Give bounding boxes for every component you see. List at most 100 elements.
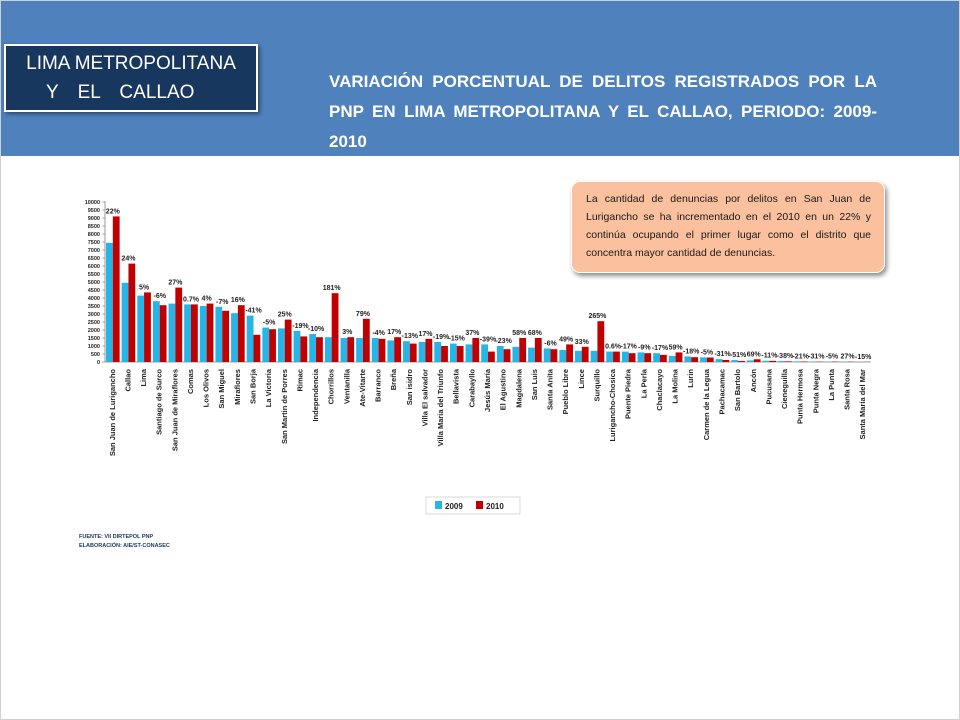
bar-2010 — [456, 346, 464, 362]
chart-legend: 2009 2010 — [425, 496, 521, 515]
bar-2010 — [488, 351, 495, 362]
category-label: Jesús María — [483, 368, 492, 412]
category-label: La Perla — [639, 368, 648, 398]
pct-change-label: 24% — [121, 256, 136, 263]
pct-change-label: -21% — [792, 353, 809, 360]
pct-change-label: 22% — [106, 208, 121, 215]
category-label: Callao — [123, 369, 132, 392]
bar-2009 — [387, 340, 395, 362]
category-label: Chorrillos — [327, 369, 336, 404]
category-label: San isidro — [405, 369, 414, 406]
y-tick-label: 7500 — [88, 240, 100, 246]
bar-2009 — [715, 359, 723, 362]
pct-change-label: 58% — [512, 330, 527, 337]
y-tick-label: 6000 — [88, 264, 100, 270]
pct-change-label: -15% — [449, 336, 466, 343]
bar-2010 — [550, 349, 558, 362]
pct-change-label: -5% — [826, 354, 839, 361]
bar-2010 — [190, 304, 198, 362]
bar-2010 — [675, 352, 683, 362]
source-fuente: FUENTE: VII DIRTEPOL PNP — [79, 534, 154, 540]
header-band: LIMA METROPOLITANA Y EL CALLAO VARIACIÓN… — [1, 1, 959, 156]
category-label: Miraflores — [233, 369, 242, 405]
bar-2009 — [668, 355, 676, 362]
bar-2009 — [356, 338, 363, 362]
bar-2010 — [628, 353, 636, 362]
y-tick-label: 3000 — [88, 312, 100, 318]
pct-change-label: 33% — [575, 339, 590, 346]
pct-change-label: -17% — [652, 345, 669, 352]
bar-2010 — [347, 337, 355, 362]
category-label: Ventanilla — [342, 368, 351, 404]
y-tick-label: 4000 — [88, 296, 100, 302]
pct-change-label: -5% — [263, 320, 276, 327]
bar-2010 — [581, 346, 589, 362]
bar-2010 — [566, 344, 573, 362]
bar-2010 — [144, 292, 151, 362]
bar-2009 — [168, 303, 176, 362]
bar-2009 — [246, 315, 254, 362]
bar-2010 — [722, 360, 730, 362]
category-label: Santa Anita — [546, 368, 555, 410]
y-tick-label: 8500 — [88, 224, 100, 230]
bar-2009 — [231, 313, 238, 362]
bar-2010 — [316, 337, 323, 362]
y-tick-label: 9500 — [88, 208, 100, 214]
bar-2010 — [394, 337, 402, 362]
category-label: La Molina — [671, 368, 680, 403]
bar-2009 — [184, 304, 191, 362]
pct-change-label: -39% — [480, 336, 497, 343]
category-label: Carabayllo — [467, 369, 476, 408]
bar-2009 — [152, 301, 160, 362]
pct-change-label: -31% — [714, 351, 731, 358]
pct-change-label: 69% — [747, 351, 762, 358]
pct-change-label: -7% — [216, 299, 229, 306]
legend-swatch-2010 — [476, 501, 483, 509]
bar-2009 — [199, 306, 207, 362]
pct-change-label: -51% — [730, 352, 747, 359]
bar-2010 — [128, 263, 136, 362]
bar-2009 — [465, 344, 473, 362]
region-title-box: LIMA METROPOLITANA Y EL CALLAO — [4, 44, 258, 112]
bar-2010 — [159, 305, 167, 362]
category-label: Rimac — [295, 369, 304, 392]
bar-2009 — [574, 350, 582, 362]
bar-2009 — [340, 338, 348, 362]
callout-text: La cantidad de denuncias por delitos en … — [586, 193, 871, 259]
bar-2010 — [441, 346, 448, 362]
chart-pct-labels: 22%24%5%-6%27%0.7% 4% -7% 16%-41%-5%25%-19%… — [106, 208, 872, 360]
y-tick-label: 5500 — [88, 272, 100, 278]
category-label: San Miguel — [217, 369, 226, 409]
category-label: El Agustino — [499, 369, 508, 411]
pct-change-label: -9% — [638, 344, 651, 351]
bar-2009 — [637, 352, 645, 362]
y-tick-label: 0 — [97, 360, 100, 366]
category-label: Pucusana — [764, 368, 773, 404]
pct-change-label: -19% — [292, 323, 309, 330]
pct-change-label: -15% — [855, 354, 872, 361]
legend-label-2009: 2009 — [445, 502, 463, 511]
bar-2010 — [644, 353, 652, 362]
pct-change-label: -19% — [433, 334, 450, 341]
bar-2009 — [121, 282, 129, 362]
bar-2009 — [137, 295, 145, 362]
pct-change-label: -6% — [544, 340, 557, 347]
bar-2010 — [237, 305, 245, 362]
bar-2009 — [543, 348, 551, 362]
category-label: Ancón — [749, 369, 758, 393]
bar-2009 — [590, 350, 598, 362]
y-tick-label: 1500 — [88, 336, 100, 342]
category-label: San Juan de Miraflores — [170, 369, 179, 451]
y-tick-label: 9000 — [88, 216, 100, 222]
bar-2010 — [222, 310, 230, 362]
bar-2009 — [731, 360, 739, 362]
category-label: Puente Piedra — [624, 368, 633, 419]
pct-change-label: -10% — [308, 326, 325, 333]
bar-2010 — [597, 321, 605, 362]
pct-change-label: 68% — [528, 330, 543, 337]
category-label: San Bartolo — [733, 369, 742, 412]
bar-2009 — [653, 353, 660, 362]
bar-2009 — [700, 357, 707, 362]
bar-2010 — [206, 303, 214, 362]
